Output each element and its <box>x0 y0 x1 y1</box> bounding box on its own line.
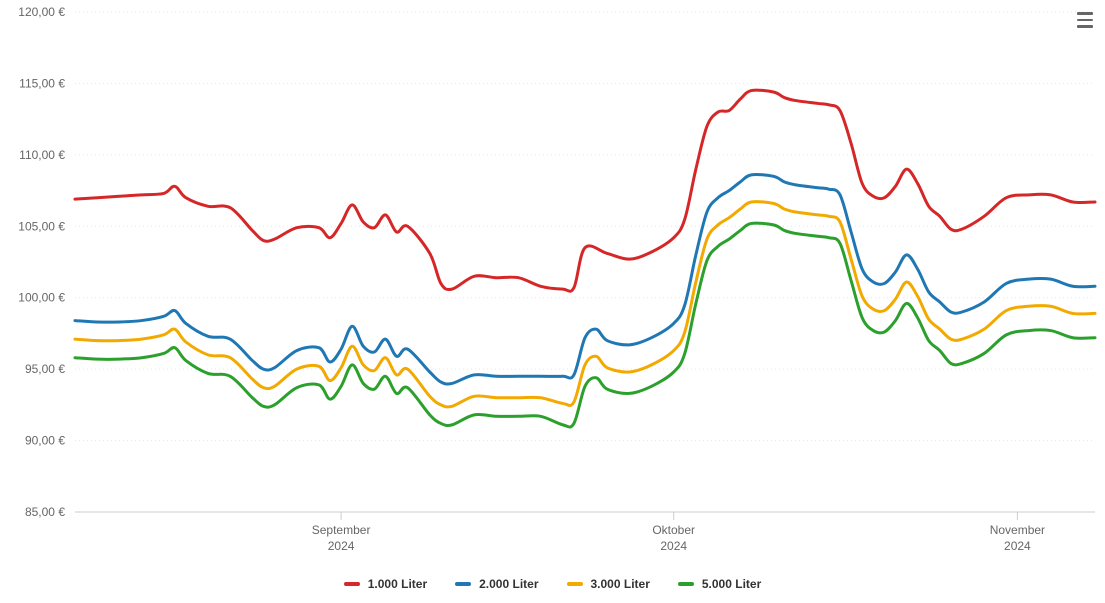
legend-label: 2.000 Liter <box>479 577 538 591</box>
chart-canvas: 85,00 € 90,00 € 95,00 € 100,00 € 105,00 € 110… <box>0 0 1105 560</box>
x-tick-sublabel: 2024 <box>328 539 355 553</box>
x-tick-sublabel: 2024 <box>660 539 687 553</box>
y-tick-label: 120,00 € <box>18 5 65 19</box>
x-tick-label: Oktober <box>652 523 695 537</box>
y-tick-label: 95,00 € <box>25 362 65 376</box>
y-tick-label: 100,00 € <box>18 291 65 305</box>
x-tick-label: September <box>312 523 371 537</box>
y-tick-label: 85,00 € <box>25 505 65 519</box>
price-chart: 85,00 € 90,00 € 95,00 € 100,00 € 105,00 € 110… <box>0 0 1105 603</box>
y-tick-label: 110,00 € <box>19 148 65 162</box>
legend-item[interactable]: 3.000 Liter <box>567 577 650 591</box>
legend-swatch <box>344 582 360 586</box>
y-tick-label: 115,00 € <box>19 76 65 90</box>
legend-swatch <box>567 582 583 586</box>
x-tick-label: November <box>990 523 1045 537</box>
legend-swatch <box>455 582 471 586</box>
legend-label: 3.000 Liter <box>591 577 650 591</box>
chart-menu-button[interactable] <box>1073 8 1097 32</box>
chart-legend: 1.000 Liter 2.000 Liter 3.000 Liter 5.000 L… <box>0 577 1105 591</box>
legend-item[interactable]: 1.000 Liter <box>344 577 427 591</box>
legend-swatch <box>678 582 694 586</box>
legend-label: 1.000 Liter <box>368 577 427 591</box>
series-line <box>75 223 1095 427</box>
legend-item[interactable]: 2.000 Liter <box>455 577 538 591</box>
x-tick-sublabel: 2024 <box>1004 539 1031 553</box>
hamburger-icon <box>1077 12 1093 15</box>
legend-item[interactable]: 5.000 Liter <box>678 577 761 591</box>
y-tick-label: 105,00 € <box>18 219 65 233</box>
series-line <box>75 90 1095 291</box>
legend-label: 5.000 Liter <box>702 577 761 591</box>
y-tick-label: 90,00 € <box>25 434 65 448</box>
